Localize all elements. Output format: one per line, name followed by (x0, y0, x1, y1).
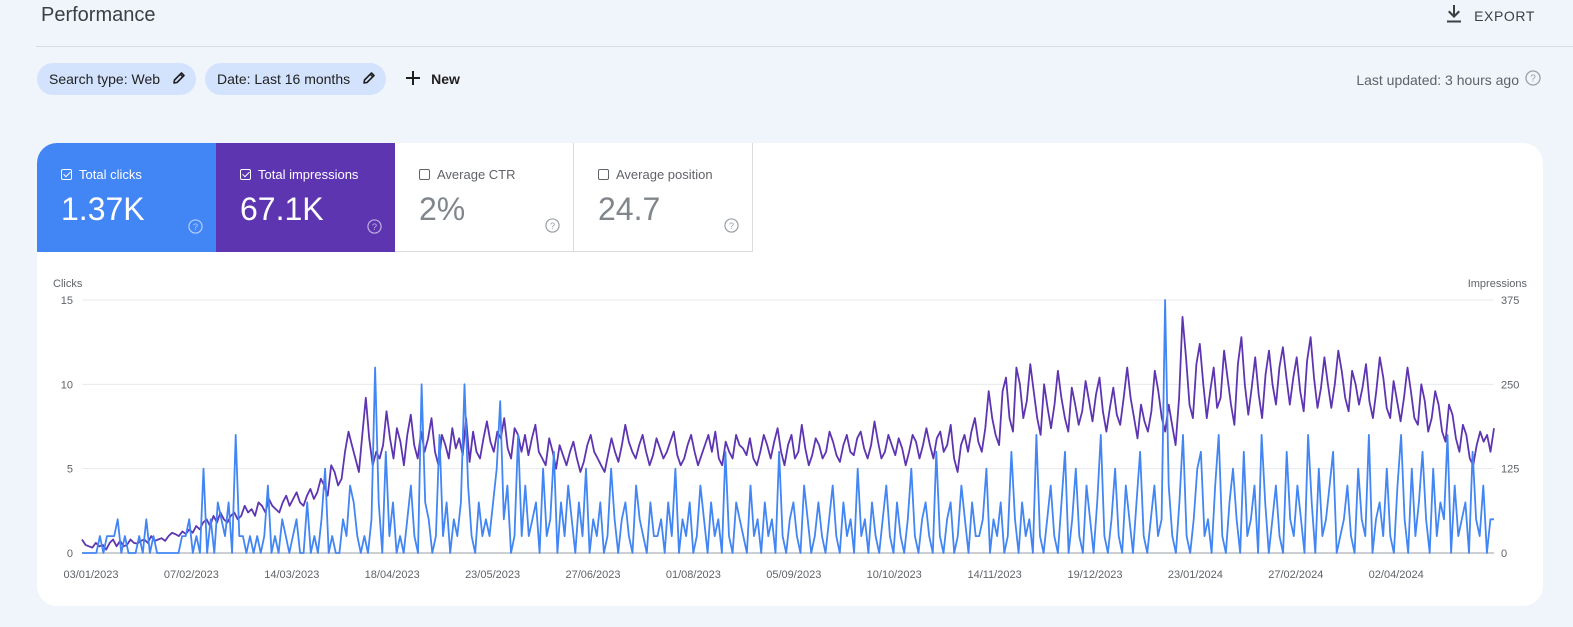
svg-text:?: ? (193, 222, 198, 232)
metric-total-impressions[interactable]: Total impressions 67.1K ? (216, 143, 395, 252)
filter-bar: Search type: Web Date: Last 16 months Ne… (37, 63, 460, 95)
metric-tabs: Total clicks 1.37K ? Total impressions 6… (37, 143, 753, 252)
x-tick-label: 05/09/2023 (766, 569, 821, 581)
checkbox-checked-icon[interactable] (61, 169, 72, 180)
left-tick-label: 0 (67, 548, 73, 560)
help-icon[interactable]: ? (1525, 70, 1541, 89)
date-chip[interactable]: Date: Last 16 months (205, 63, 387, 95)
x-tick-label: 03/01/2023 (63, 569, 118, 581)
x-tick-label: 23/01/2024 (1168, 569, 1223, 581)
left-tick-label: 10 (61, 379, 73, 391)
performance-chart: Clicks Impressions 15 375 10 250 5 125 0 0 03/01/2… (53, 278, 1528, 581)
right-tick-label: 250 (1501, 379, 1519, 391)
x-tick-label: 14/03/2023 (264, 569, 319, 581)
left-tick-label: 5 (67, 464, 73, 476)
metric-value: 1.37K (61, 191, 145, 227)
x-tick-label: 23/05/2023 (465, 569, 520, 581)
edit-pencil-icon (362, 71, 376, 88)
svg-text:?: ? (372, 222, 377, 232)
help-icon[interactable]: ? (367, 219, 382, 239)
download-icon (1446, 5, 1462, 26)
header-divider (36, 46, 1573, 47)
svg-text:?: ? (1530, 74, 1536, 85)
x-tick-label: 14/11/2023 (967, 569, 1021, 581)
checkbox-unchecked-icon[interactable] (419, 169, 430, 180)
x-tick-label: 10/10/2023 (867, 569, 922, 581)
metric-value: 2% (419, 191, 466, 227)
right-axis-title: Impressions (1468, 278, 1528, 290)
x-tick-label: 19/12/2023 (1067, 569, 1122, 581)
search-type-label: Search type: Web (49, 71, 161, 87)
svg-text:?: ? (729, 221, 734, 231)
x-tick-label: 07/02/2023 (164, 569, 219, 581)
help-icon[interactable]: ? (545, 218, 560, 238)
metric-label: Average CTR (437, 167, 516, 182)
page-title: Performance (41, 4, 156, 26)
top-bar: Performance EXPORT (0, 0, 1573, 46)
metric-value: 24.7 (598, 191, 661, 227)
last-updated: Last updated: 3 hours ago ? (1356, 70, 1541, 89)
checkbox-unchecked-icon[interactable] (598, 169, 609, 180)
metric-label: Total impressions (258, 167, 359, 182)
help-icon[interactable]: ? (188, 219, 203, 239)
right-tick-label: 0 (1501, 548, 1507, 560)
new-filter-button[interactable]: New (405, 70, 460, 89)
metric-average-position[interactable]: Average position 24.7 ? (574, 143, 753, 252)
x-tick-label: 02/04/2024 (1369, 569, 1424, 581)
series-line-impressions (81, 316, 1495, 551)
metric-total-clicks[interactable]: Total clicks 1.37K ? (37, 143, 216, 252)
plus-icon (405, 70, 421, 89)
search-type-chip[interactable]: Search type: Web (37, 63, 197, 95)
metric-label: Average position (616, 167, 713, 182)
date-label: Date: Last 16 months (217, 71, 351, 87)
metric-average-ctr[interactable]: Average CTR 2% ? (395, 143, 574, 252)
last-updated-label: Last updated: 3 hours ago (1356, 71, 1519, 88)
export-label: EXPORT (1474, 7, 1535, 24)
x-tick-label: 27/02/2024 (1268, 569, 1323, 581)
performance-card: Clicks Impressions 15 375 10 250 5 125 0 0 03/01/2… (37, 143, 1543, 606)
left-tick-label: 15 (61, 295, 73, 307)
help-icon[interactable]: ? (724, 218, 739, 238)
x-tick-label: 27/06/2023 (565, 569, 620, 581)
left-axis-title: Clicks (53, 278, 83, 290)
x-tick-label: 18/04/2023 (365, 569, 420, 581)
export-button[interactable]: EXPORT (1446, 5, 1535, 26)
checkbox-checked-icon[interactable] (240, 169, 251, 180)
new-label: New (431, 71, 460, 87)
series-line-clicks (82, 299, 1494, 554)
svg-text:?: ? (550, 221, 555, 231)
right-tick-label: 375 (1501, 295, 1519, 307)
right-tick-label: 125 (1501, 464, 1519, 476)
edit-pencil-icon (172, 71, 186, 88)
x-tick-label: 01/08/2023 (666, 569, 721, 581)
metric-label: Total clicks (79, 167, 142, 182)
metric-value: 67.1K (240, 191, 324, 227)
